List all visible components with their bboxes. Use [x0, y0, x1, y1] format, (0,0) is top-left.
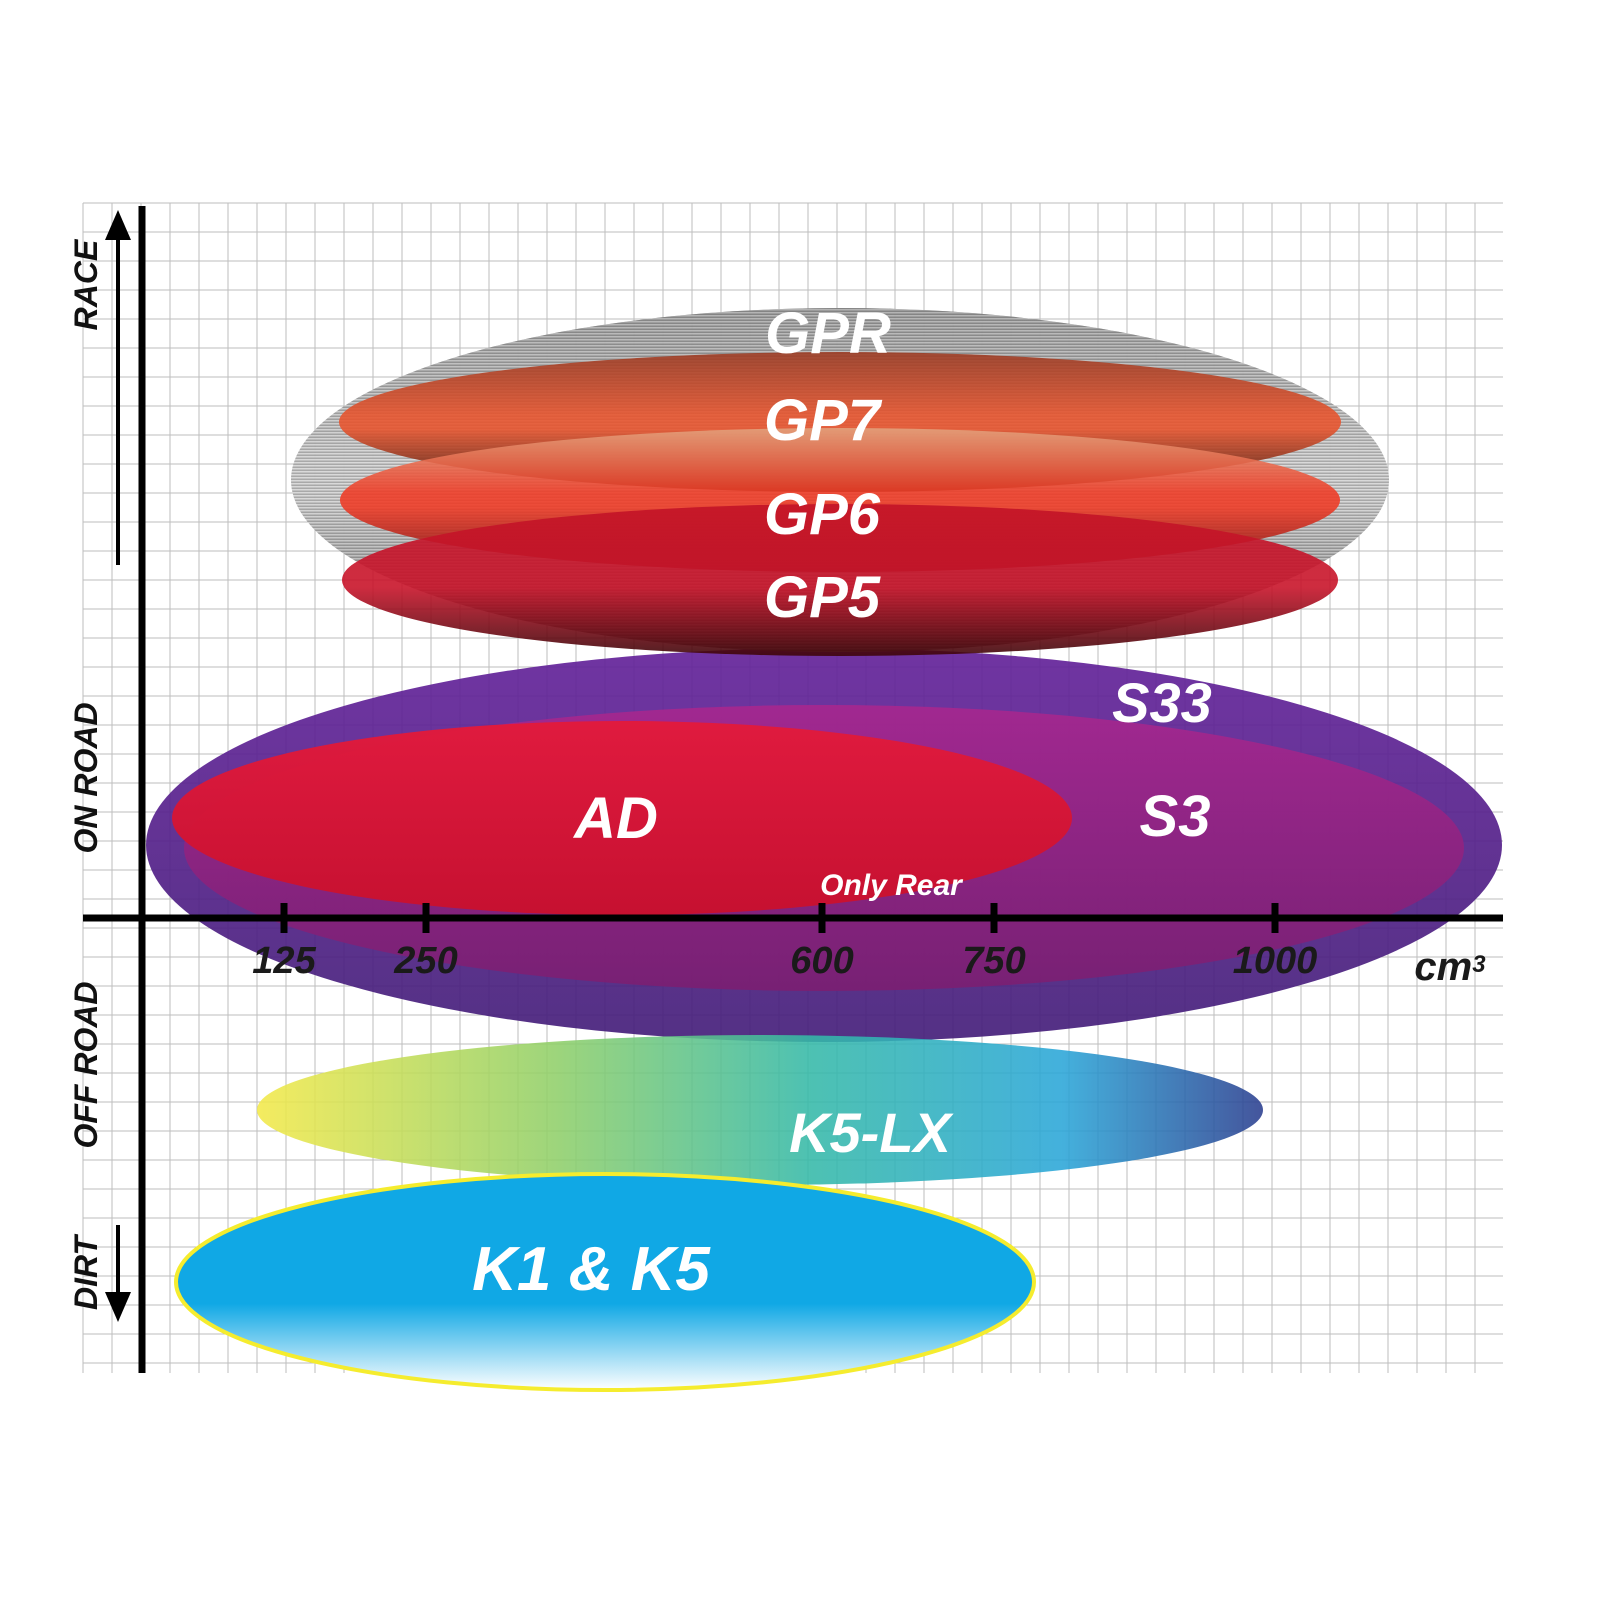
svg-text:ON ROAD: ON ROAD: [68, 702, 104, 853]
svg-text:S33: S33: [1112, 671, 1212, 734]
svg-text:RACE: RACE: [68, 238, 104, 330]
svg-text:K1 & K5: K1 & K5: [472, 1235, 711, 1304]
svg-text:Only Rear: Only Rear: [820, 869, 964, 902]
svg-text:1000: 1000: [1233, 940, 1318, 982]
svg-text:OFF ROAD: OFF ROAD: [68, 981, 104, 1148]
svg-text:125: 125: [252, 940, 316, 982]
svg-text:S3: S3: [1140, 784, 1211, 849]
svg-text:600: 600: [790, 940, 853, 982]
svg-text:DIRT: DIRT: [68, 1234, 104, 1311]
svg-text:250: 250: [393, 940, 457, 982]
svg-text:AD: AD: [572, 786, 658, 851]
svg-text:GP6: GP6: [764, 482, 881, 547]
svg-text:750: 750: [962, 940, 1025, 982]
svg-text:GPR: GPR: [765, 301, 891, 366]
svg-text:K5-LX: K5-LX: [789, 1101, 954, 1164]
svg-text:GP7: GP7: [764, 388, 883, 453]
svg-text:GP5: GP5: [764, 565, 881, 630]
